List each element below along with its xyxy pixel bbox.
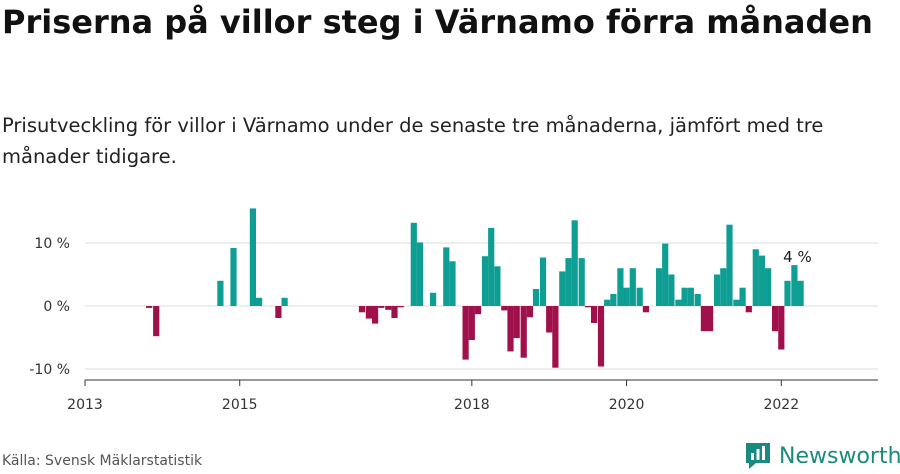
bar (275, 306, 282, 318)
bar (358, 306, 366, 313)
bar (623, 287, 630, 306)
bar (778, 306, 785, 350)
bar (449, 261, 456, 306)
bar (681, 287, 688, 306)
newsworthy-logo-icon (746, 443, 770, 469)
bar (784, 280, 791, 306)
x-tick-label: 2015 (222, 397, 258, 413)
bar (230, 248, 237, 306)
bar (397, 306, 404, 308)
x-tick-label: 2018 (454, 397, 490, 413)
bar (507, 306, 514, 352)
bar (765, 268, 772, 306)
bar (636, 287, 643, 306)
x-tick-label: 2020 (609, 397, 645, 413)
bar (468, 306, 475, 340)
chart-subtitle: Prisutveckling för villor i Värnamo unde… (2, 114, 824, 168)
bar (146, 306, 153, 308)
bar (720, 268, 727, 306)
bar (281, 297, 288, 306)
bar (726, 224, 733, 306)
chart-title: Priserna på villor steg i Värnamo förra … (2, 3, 873, 41)
bar (410, 222, 417, 306)
bar (532, 289, 540, 306)
latest-value-label: 4 % (783, 248, 812, 266)
bar (462, 306, 469, 360)
bar (597, 306, 605, 367)
bars (146, 208, 804, 368)
bar (249, 208, 256, 306)
bar (707, 306, 714, 332)
bar (571, 220, 578, 306)
bar (629, 268, 636, 306)
bar (494, 266, 501, 306)
bar (687, 287, 694, 306)
bar (552, 306, 559, 368)
bar (385, 306, 392, 310)
x-tick-label: 2022 (763, 397, 799, 413)
bar (372, 306, 379, 324)
bar (584, 306, 591, 308)
brand-name: Newsworthy (779, 443, 900, 469)
bar (733, 299, 740, 306)
bar (430, 292, 437, 306)
bar (217, 280, 224, 306)
bar (481, 256, 489, 306)
bar (617, 268, 624, 306)
bar (378, 306, 385, 308)
bar (752, 249, 759, 306)
bar (610, 294, 617, 306)
bar (675, 299, 682, 306)
bar (578, 258, 585, 306)
bar (520, 306, 527, 358)
bar (604, 299, 611, 306)
bar (365, 306, 372, 319)
source-note: Källa: Svensk Mäklarstatistik (2, 453, 203, 469)
bar (662, 243, 669, 306)
bar (526, 306, 533, 318)
bar (797, 280, 804, 306)
bar (591, 306, 598, 323)
bar (546, 306, 553, 333)
brand: Newsworthy (744, 441, 900, 471)
bar (642, 306, 649, 313)
bar (739, 287, 746, 306)
bar (488, 227, 495, 306)
y-axis: 10 % 0 % -10 % (29, 236, 70, 378)
x-axis: 2013 2015 2018 2020 2022 (67, 379, 878, 413)
bar (656, 268, 663, 306)
bar (700, 306, 707, 332)
bar (758, 255, 766, 306)
bar (565, 258, 572, 306)
bar (391, 306, 398, 318)
annotations: 4 % (783, 248, 812, 266)
bar (694, 294, 701, 306)
bar (474, 306, 482, 315)
bar (501, 306, 508, 311)
y-tick-label: 0 % (43, 299, 70, 315)
bar (745, 306, 752, 313)
bar (539, 257, 547, 306)
bar (153, 306, 160, 337)
bar (416, 242, 424, 306)
bar (668, 274, 675, 306)
x-tick-label: 2013 (67, 397, 103, 413)
bar (772, 306, 779, 332)
bar (714, 274, 721, 306)
bar (256, 297, 263, 306)
bar (513, 306, 520, 339)
bar (443, 247, 450, 306)
y-tick-label: 10 % (34, 236, 70, 252)
bar (559, 271, 566, 306)
y-tick-label: -10 % (29, 362, 70, 378)
bar (791, 265, 798, 306)
